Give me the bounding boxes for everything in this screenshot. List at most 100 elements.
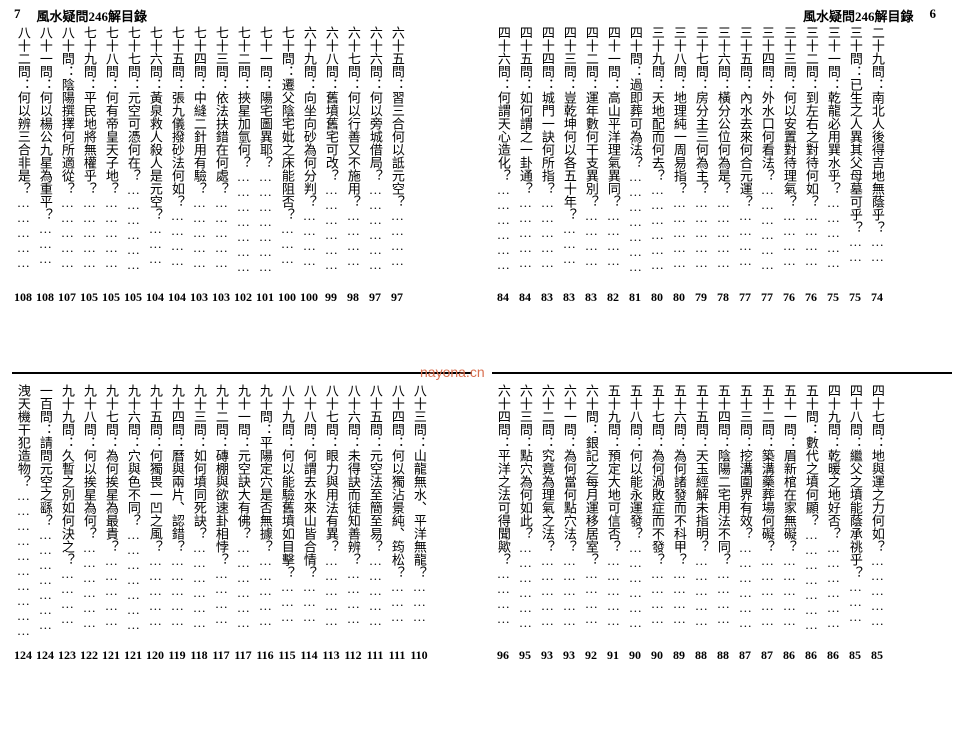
toc-entry: 七十五問：張九儀撥砂法何如？…………104 (167, 26, 187, 305)
toc-entry: 四十三問：豈乾坤何以各五十年？………83 (559, 26, 579, 305)
toc-page-ref: 123 (58, 648, 76, 663)
toc-question: 三十問：已生之人異其父母墓可乎？…… (848, 26, 862, 286)
leader-dots: …………… (716, 195, 731, 270)
toc-question: 四十七問：地與運之力何如？…………… (870, 384, 884, 644)
toc-page-ref: 80 (673, 290, 685, 305)
toc-page-ref: 89 (673, 648, 685, 663)
leader-dots: …………… (694, 195, 709, 270)
leader-dots: ………… (496, 566, 511, 626)
leader-dots: ……… (38, 221, 53, 266)
toc-page-ref: 88 (717, 648, 729, 663)
toc-page-ref: 111 (367, 648, 384, 663)
toc-entry: 四十六問：何謂天心造化？……………… 84 (493, 26, 513, 305)
toc-page-ref: 87 (761, 648, 773, 663)
leader-dots: …………… (606, 553, 621, 628)
toc-question: 七十二問：挾星加氫何？………………… (236, 26, 250, 286)
toc-question: 六十二問：究竟為理氣之法？…………… (540, 384, 554, 644)
toc-question: 六十九問：向坐向砂為何分判？………… (302, 26, 316, 286)
leader-dots: ……… (280, 221, 295, 266)
toc-page-ref: 120 (146, 648, 164, 663)
toc-page-ref: 122 (80, 648, 98, 663)
toc-entry: 九十四問：曆與兩片、認錯？……………119 (167, 384, 187, 663)
toc-page-ref: 112 (344, 648, 361, 663)
toc-question: 四十六問：何謂天心造化？……………… (496, 26, 510, 286)
toc-question: 九十六問：穴與色不同？………………… (126, 384, 140, 644)
toc-page-ref: 105 (124, 290, 142, 305)
toc-block: 六十五問：習三合何以詆元空？…………97六十六問：何以旁城借局？………………97… (12, 26, 408, 305)
toc-page-ref: 121 (124, 648, 142, 663)
page-number: 6 (930, 6, 937, 25)
separator (492, 372, 952, 374)
toc-entry: 八十五問：元空法至簡至易？……………111 (365, 384, 385, 663)
leader-dots: ……………… (826, 540, 841, 630)
leader-dots: …… (848, 234, 863, 264)
toc-page-ref: 104 (168, 290, 186, 305)
toc-page-ref: 85 (849, 648, 861, 663)
leader-dots: …………… (16, 195, 31, 270)
toc-page-ref: 86 (827, 648, 839, 663)
leader-dots: …………… (782, 553, 797, 628)
toc-entry: 三十五問：內水去來何合元運？…………77 (735, 26, 755, 305)
book-title: 風水疑問246解目錄 (37, 6, 148, 25)
toc-entry: 九十二問：磚棚與欲速卦相悖？…………117 (211, 384, 231, 663)
leader-dots: ………… (302, 208, 317, 268)
toc-question: 三十四問：外水口何看法？……………… (760, 26, 774, 286)
toc-entry: 七十三問：依法扶錯在何處？……………103 (211, 26, 231, 305)
toc-page-ref: 121 (102, 648, 120, 663)
toc-page-ref: 108 (36, 290, 54, 305)
toc-question: 三十八問：地理純一周易指？…………… (672, 26, 686, 286)
toc-question: 五十七問：為何渦敗症而不發？………… (650, 384, 664, 644)
toc-page-ref: 102 (234, 290, 252, 305)
toc-page-ref: 81 (629, 290, 641, 305)
leader-dots: ………… (650, 566, 665, 626)
toc-entry: 七十四問：中縫二針用有驗？……………103 (189, 26, 209, 305)
toc-page-ref: 75 (827, 290, 839, 305)
toc-entry: 五十八問：何以能永運發？………………90 (625, 384, 645, 663)
toc-question: 三十九問：天地配而何去？……………… (650, 26, 664, 286)
leader-dots: ……… (302, 579, 317, 624)
leader-dots: ……… (412, 579, 427, 624)
toc-page-ref: 99 (325, 290, 337, 305)
toc-page-ref: 124 (36, 648, 54, 663)
toc-page-ref: 90 (651, 648, 663, 663)
leader-dots: ……………… (518, 540, 533, 630)
toc-question: 五十六問：為何諸發而不科甲？………… (672, 384, 686, 644)
toc-page-ref: 86 (805, 648, 817, 663)
toc-question: 七十七問：元空可憑何在？……………… (126, 26, 140, 286)
toc-entry: 三十四問：外水口何看法？………………77 (757, 26, 777, 305)
leader-dots: ……… (848, 579, 863, 624)
leader-dots: ……………… (650, 182, 665, 272)
toc-page-ref: 117 (212, 648, 229, 663)
toc-entry: 三十一問：乾龍必用巽水乎？……………75 (823, 26, 843, 305)
toc-question: 八十一問：何以楊公九星為重平？……… (38, 26, 52, 286)
leader-dots: …………… (562, 553, 577, 628)
leader-dots: ……… (390, 579, 405, 624)
toc-question: 七十一問：陽宅圖異耶？………………… (258, 26, 272, 286)
toc-page-ref: 108 (14, 290, 32, 305)
toc-entry: 六十二問：究竟為理氣之法？……………93 (537, 384, 557, 663)
toc-question: 九十九問：久暫之別如何決之？………… (60, 384, 74, 644)
toc-page-ref: 93 (563, 648, 575, 663)
toc-question: 九十七問：為何挨星為最貴？…………… (104, 384, 118, 644)
toc-page-ref: 77 (739, 290, 751, 305)
toc-question: 五十一問：眉新棺在家無礙？…………… (782, 384, 796, 644)
leader-dots: ……………… (628, 540, 643, 630)
toc-question: 四十三問：豈乾坤何以各五十年？……… (562, 26, 576, 286)
toc-entry: 八十四問：何以獨沾景純、筠松？………111 (387, 384, 407, 663)
toc-question: 七十六問：黃泉救人殺人是元空？……… (148, 26, 162, 286)
toc-entry: 二十九問：南北人後得吉地無蔭乎？……74 (867, 26, 887, 305)
toc-page-ref: 110 (410, 648, 427, 663)
toc-page-ref: 80 (651, 290, 663, 305)
toc-question: 九十八問：何以挨星為何？……………… (82, 384, 96, 644)
toc-question: 四十五問：如何謂之一卦通？…………… (518, 26, 532, 286)
toc-page-ref: 104 (146, 290, 164, 305)
toc-page-ref: 84 (497, 290, 509, 305)
toc-question: 八十問：陰陽撰擇何所適從？…………… (60, 26, 74, 286)
toc-question: 六十一問：為何當何點穴法？…………… (562, 384, 576, 644)
leader-dots: ………… (672, 566, 687, 626)
toc-question: 七十九問：平民地將無權乎？…………… (82, 26, 96, 286)
toc-page-ref: 87 (739, 648, 751, 663)
toc-entry: 五十四問：陰陽二宅用法不同？…………88 (713, 384, 733, 663)
leader-dots: ………………… (126, 527, 141, 632)
toc-entry: 九十五問：何獨畏一凹之風？……………120 (145, 384, 165, 663)
